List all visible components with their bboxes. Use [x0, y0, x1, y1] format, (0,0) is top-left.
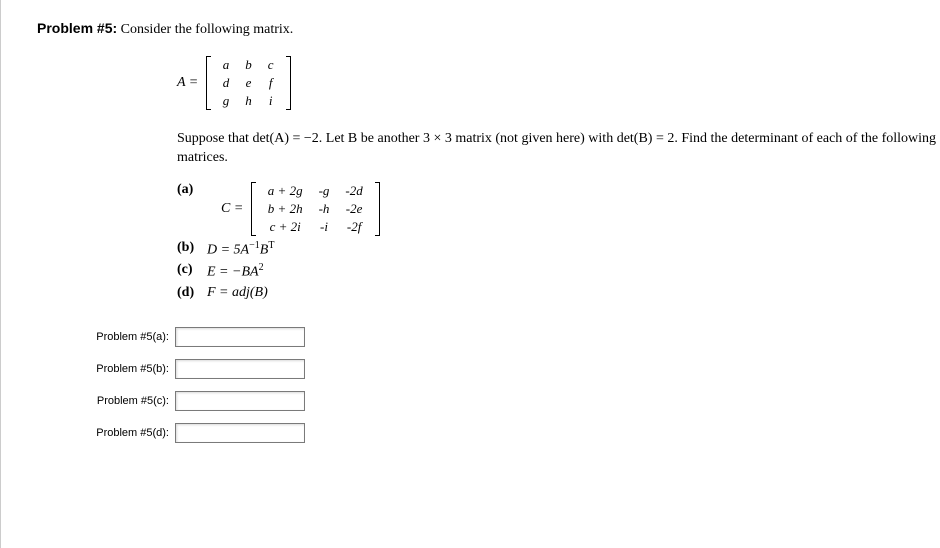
answer-row-d: Problem #5(d):	[77, 423, 940, 443]
expr-text: D = 5A	[207, 242, 249, 257]
matrix-cell: -2e	[337, 200, 370, 218]
matrix-cell: -2d	[337, 182, 370, 200]
matrix-cell: h	[237, 92, 260, 110]
answer-input-c[interactable]	[175, 391, 305, 411]
matrix-C-table: a + 2g -g -2d b + 2h -h -2e c + 2i -i	[260, 182, 371, 236]
matrix-cell: b + 2h	[260, 200, 311, 218]
matrix-A-label: A =	[177, 75, 202, 91]
part-c: (c) E = −BA2	[177, 262, 940, 281]
part-a: (a) C = a + 2g -g -2d b + 2h -h -2e	[177, 182, 940, 236]
matrix-cell: -2f	[337, 218, 370, 236]
parts-list: (a) C = a + 2g -g -2d b + 2h -h -2e	[177, 182, 940, 301]
superscript: T	[268, 240, 274, 251]
matrix-C: C = a + 2g -g -2d b + 2h -h -2e	[207, 182, 380, 236]
matrix-cell: a + 2g	[260, 182, 311, 200]
part-c-expr: E = −BA2	[207, 262, 264, 281]
right-bracket	[286, 56, 291, 110]
matrix-cell: i	[260, 92, 282, 110]
superscript: 2	[259, 262, 264, 273]
part-d: (d) F = adj(B)	[177, 285, 940, 301]
problem-content: A = a b c d e f g h i	[177, 56, 940, 301]
problem-intro: Consider the following matrix.	[121, 22, 294, 37]
answer-row-a: Problem #5(a):	[77, 327, 940, 347]
matrix-cell: c + 2i	[260, 218, 311, 236]
answer-input-d[interactable]	[175, 423, 305, 443]
matrix-cell: d	[215, 74, 238, 92]
part-b: (b) D = 5A−1BT	[177, 240, 940, 259]
answer-input-a[interactable]	[175, 327, 305, 347]
right-bracket	[375, 182, 380, 236]
answer-row-b: Problem #5(b):	[77, 359, 940, 379]
matrix-cell: -g	[311, 182, 338, 200]
part-b-expr: D = 5A−1BT	[207, 240, 274, 259]
problem-body: Suppose that det(A) = −2. Let B be anoth…	[177, 131, 936, 165]
left-bracket	[251, 182, 256, 236]
answer-label-d: Problem #5(d):	[77, 427, 169, 439]
part-d-expr: F = adj(B)	[207, 285, 268, 301]
matrix-cell: -h	[311, 200, 338, 218]
page-container: Problem #5: Consider the following matri…	[0, 0, 940, 548]
answer-row-c: Problem #5(c):	[77, 391, 940, 411]
matrix-cell: b	[237, 56, 260, 74]
part-d-label: (d)	[177, 285, 201, 301]
part-b-label: (b)	[177, 240, 201, 256]
problem-number: Problem #5:	[37, 20, 117, 36]
matrix-C-label: C =	[221, 201, 247, 217]
left-bracket	[206, 56, 211, 110]
matrix-cell: a	[215, 56, 238, 74]
problem-heading: Problem #5: Consider the following matri…	[37, 20, 940, 38]
answer-label-b: Problem #5(b):	[77, 363, 169, 375]
answer-label-c: Problem #5(c):	[77, 395, 169, 407]
answers-block: Problem #5(a): Problem #5(b): Problem #5…	[77, 327, 940, 443]
matrix-A: A = a b c d e f g h i	[177, 56, 940, 110]
matrix-A-table: a b c d e f g h i	[215, 56, 282, 110]
part-c-label: (c)	[177, 262, 201, 278]
matrix-cell: f	[260, 74, 282, 92]
matrix-cell: c	[260, 56, 282, 74]
superscript: −1	[249, 240, 260, 251]
matrix-cell: e	[237, 74, 260, 92]
matrix-cell: -i	[311, 218, 338, 236]
expr-text: E = −BA	[207, 265, 259, 280]
matrix-cell: g	[215, 92, 238, 110]
part-a-label: (a)	[177, 182, 201, 198]
answer-label-a: Problem #5(a):	[77, 331, 169, 343]
answer-input-b[interactable]	[175, 359, 305, 379]
